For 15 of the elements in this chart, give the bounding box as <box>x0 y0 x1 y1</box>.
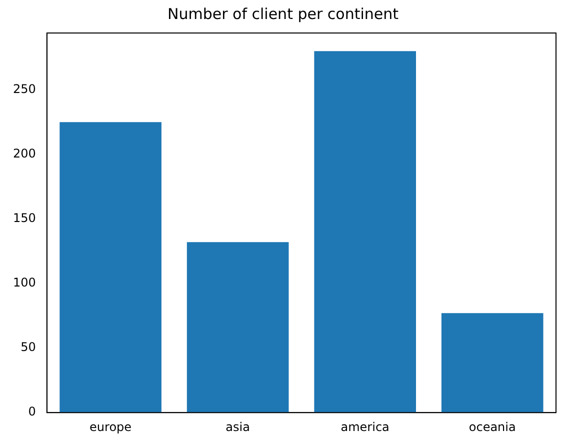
x-tick-label: asia <box>226 420 250 434</box>
y-tick-label: 200 <box>13 146 36 160</box>
x-tick-label: oceania <box>468 420 516 434</box>
bar <box>186 242 289 413</box>
y-tick-label: 150 <box>13 211 36 226</box>
x-tick-label: america <box>340 420 390 434</box>
bar <box>60 122 162 413</box>
x-tick-label: europe <box>90 420 132 434</box>
bar <box>314 51 416 413</box>
y-tick-label: 0 <box>28 404 36 419</box>
chart-title: Number of client per continent <box>167 4 399 23</box>
bar <box>441 313 544 413</box>
y-tick-label: 250 <box>13 82 36 96</box>
y-tick-label: 50 <box>20 340 36 354</box>
y-tick-label: 100 <box>13 276 36 290</box>
